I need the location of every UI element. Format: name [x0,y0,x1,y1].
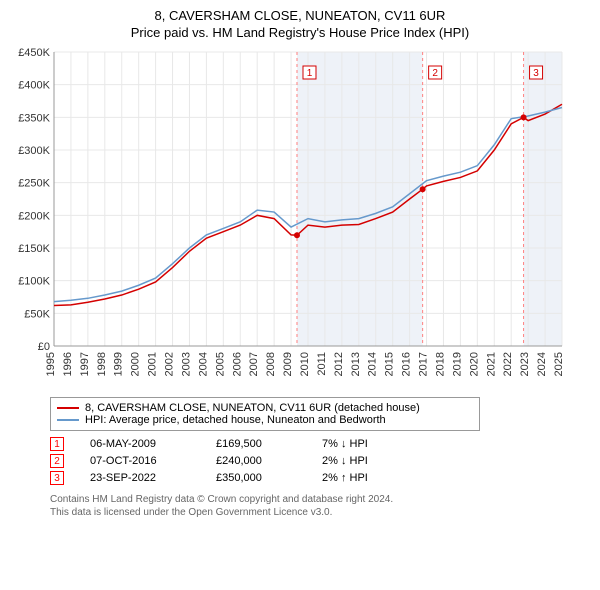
svg-text:2005: 2005 [214,352,226,376]
legend-row: HPI: Average price, detached house, Nune… [57,414,473,426]
sale-delta: 2% ↑ HPI [322,472,422,484]
svg-text:2007: 2007 [248,352,260,376]
svg-text:3: 3 [533,68,539,79]
svg-text:£300K: £300K [18,145,50,157]
svg-text:2011: 2011 [316,352,328,376]
sale-date: 06-MAY-2009 [90,438,190,450]
svg-text:2000: 2000 [130,352,142,376]
svg-text:2001: 2001 [147,352,159,376]
svg-text:2014: 2014 [367,352,379,376]
sale-delta: 2% ↓ HPI [322,455,422,467]
svg-text:2002: 2002 [164,352,176,376]
svg-text:£250K: £250K [18,178,50,190]
legend-label: 8, CAVERSHAM CLOSE, NUNEATON, CV11 6UR (… [85,402,420,414]
legend-swatch [57,419,79,421]
sale-marker: 2 [50,454,64,468]
svg-text:2025: 2025 [553,352,565,376]
svg-text:1996: 1996 [62,352,74,376]
svg-text:2: 2 [432,68,438,79]
svg-text:£0: £0 [38,341,50,353]
svg-text:1998: 1998 [96,352,108,376]
sales-row: 3 23-SEP-2022 £350,000 2% ↑ HPI [50,471,586,485]
svg-text:2018: 2018 [434,352,446,376]
chart-subtitle: Price paid vs. HM Land Registry's House … [10,25,590,40]
sale-price: £240,000 [216,455,296,467]
sale-price: £350,000 [216,472,296,484]
svg-text:£150K: £150K [18,243,50,255]
svg-text:2016: 2016 [401,352,413,376]
svg-text:£350K: £350K [18,112,50,124]
svg-text:2023: 2023 [519,352,531,376]
svg-text:1995: 1995 [45,352,57,376]
sale-date: 07-OCT-2016 [90,455,190,467]
svg-text:£450K: £450K [18,47,50,59]
svg-text:2004: 2004 [197,352,209,376]
footer-line-1: Contains HM Land Registry data © Crown c… [50,493,586,506]
legend-label: HPI: Average price, detached house, Nune… [85,414,386,426]
svg-text:2013: 2013 [350,352,362,376]
svg-text:£100K: £100K [18,276,50,288]
chart-area: £0 £50K £100K £150K £200K £250K £300K £350K £400… [10,46,590,391]
legend-swatch [57,407,79,409]
sales-row: 1 06-MAY-2009 £169,500 7% ↓ HPI [50,437,586,451]
svg-text:£50K: £50K [24,308,50,320]
svg-text:1999: 1999 [113,352,125,376]
sale-marker: 1 [50,437,64,451]
legend-row: 8, CAVERSHAM CLOSE, NUNEATON, CV11 6UR (… [57,402,473,414]
sales-table: 1 06-MAY-2009 £169,500 7% ↓ HPI 2 07-OCT-2016… [50,437,586,485]
line-chart-svg: £0 £50K £100K £150K £200K £250K £300K £350K £400… [10,46,570,386]
svg-text:1997: 1997 [79,352,91,376]
svg-text:2009: 2009 [282,352,294,376]
sale-marker: 3 [50,471,64,485]
chart-container: 8, CAVERSHAM CLOSE, NUNEATON, CV11 6UR P… [0,0,600,527]
footer-text: Contains HM Land Registry data © Crown c… [50,493,586,519]
svg-text:£200K: £200K [18,210,50,222]
svg-text:2020: 2020 [468,352,480,376]
sale-date: 23-SEP-2022 [90,472,190,484]
svg-text:2012: 2012 [333,352,345,376]
svg-text:2021: 2021 [485,352,497,376]
svg-text:2022: 2022 [502,352,514,376]
sale-delta: 7% ↓ HPI [322,438,422,450]
chart-title: 8, CAVERSHAM CLOSE, NUNEATON, CV11 6UR [10,8,590,23]
svg-text:2017: 2017 [418,352,430,376]
svg-text:£400K: £400K [18,80,50,92]
sales-row: 2 07-OCT-2016 £240,000 2% ↓ HPI [50,454,586,468]
svg-text:2024: 2024 [536,352,548,376]
legend-box: 8, CAVERSHAM CLOSE, NUNEATON, CV11 6UR (… [50,397,480,431]
svg-text:2015: 2015 [384,352,396,376]
svg-text:2003: 2003 [180,352,192,376]
svg-text:2006: 2006 [231,352,243,376]
svg-text:1: 1 [307,68,313,79]
svg-text:2008: 2008 [265,352,277,376]
svg-text:2019: 2019 [451,352,463,376]
svg-text:2010: 2010 [299,352,311,376]
sale-price: £169,500 [216,438,296,450]
footer-line-2: This data is licensed under the Open Gov… [50,506,586,519]
